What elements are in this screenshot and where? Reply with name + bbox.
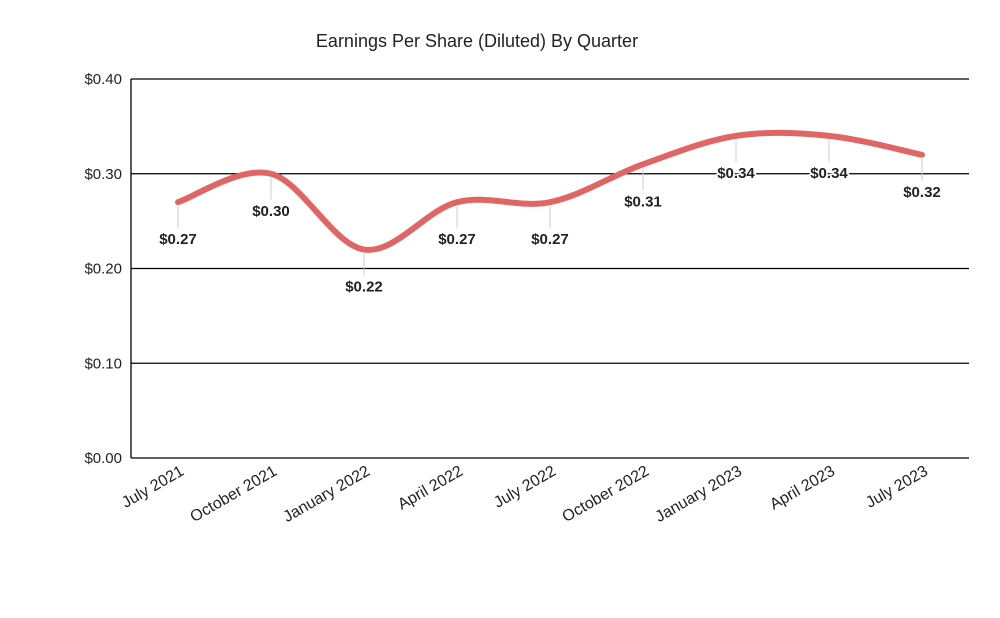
data-label: $0.27: [159, 231, 197, 248]
x-tick-label: October 2022: [560, 463, 653, 526]
y-tick-label: $0.00: [84, 450, 122, 467]
series-line: [175, 129, 925, 253]
data-label: $0.32: [903, 184, 941, 201]
data-label: $0.27: [438, 231, 476, 248]
y-tick-label: $0.30: [84, 166, 122, 183]
y-axis-ticks: $0.00 $0.10 $0.20 $0.30 $0.40: [84, 71, 122, 467]
x-tick-label: July 2021: [119, 463, 187, 512]
data-label: $0.34: [717, 165, 755, 182]
x-tick-label: July 2022: [491, 463, 559, 512]
y-tick-label: $0.10: [84, 355, 122, 372]
y-tick-label: $0.40: [84, 71, 122, 88]
x-tick-label: July 2023: [863, 463, 931, 512]
data-label: $0.22: [345, 279, 383, 296]
data-label: $0.30: [252, 203, 290, 220]
chart-title: Earnings Per Share (Diluted) By Quarter: [316, 31, 638, 51]
x-tick-label: January 2023: [653, 463, 746, 526]
x-axis-ticks: July 2021 October 2021 January 2022 April 2…: [119, 463, 931, 526]
label-leaders: [177, 139, 923, 276]
series-layer: [175, 129, 925, 253]
x-tick-label: April 2022: [395, 463, 466, 514]
x-tick-label: April 2023: [767, 463, 838, 514]
data-label: $0.27: [531, 231, 569, 248]
x-tick-label: January 2022: [281, 463, 374, 526]
data-label: $0.34: [810, 165, 848, 182]
x-tick-label: October 2021: [188, 463, 281, 526]
y-tick-label: $0.20: [84, 261, 122, 278]
data-labels: $0.27 $0.30 $0.22 $0.27 $0.27 $0.31 $0.34 $0.34…: [158, 163, 943, 297]
data-label: $0.31: [624, 193, 662, 210]
